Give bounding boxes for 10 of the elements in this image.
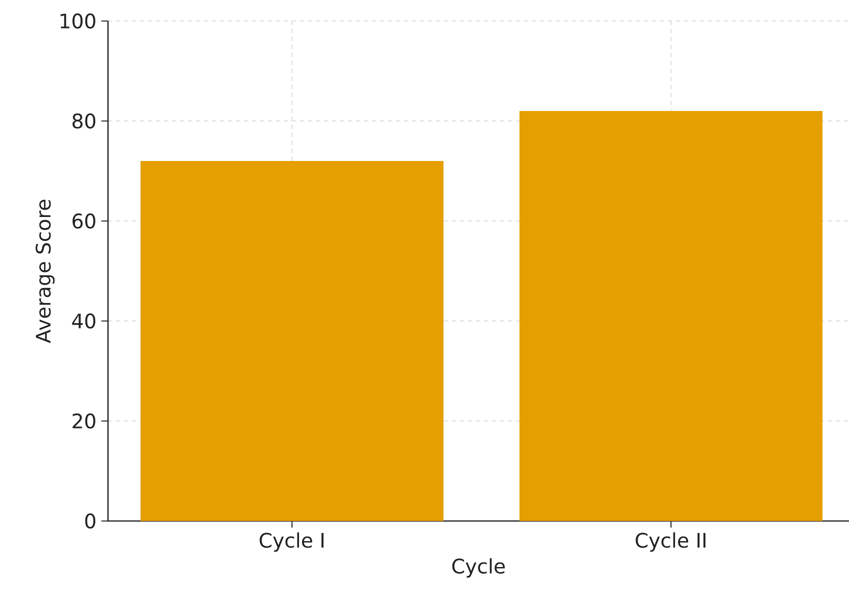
y-tick-label: 100 (60, 13, 96, 29)
x-tick-label: Cycle II (636, 532, 706, 552)
x-tick-label: Cycle I (260, 532, 324, 552)
y-tick-label: 0 (85, 513, 96, 529)
x-axis-title: Cycle (452, 558, 505, 578)
y-axis-title: Average Score (36, 200, 55, 344)
y-tick-label: 20 (72, 413, 96, 429)
y-tick-label: 80 (72, 113, 96, 129)
y-tick-label: 60 (72, 213, 96, 229)
y-tick-label: 40 (72, 313, 96, 329)
